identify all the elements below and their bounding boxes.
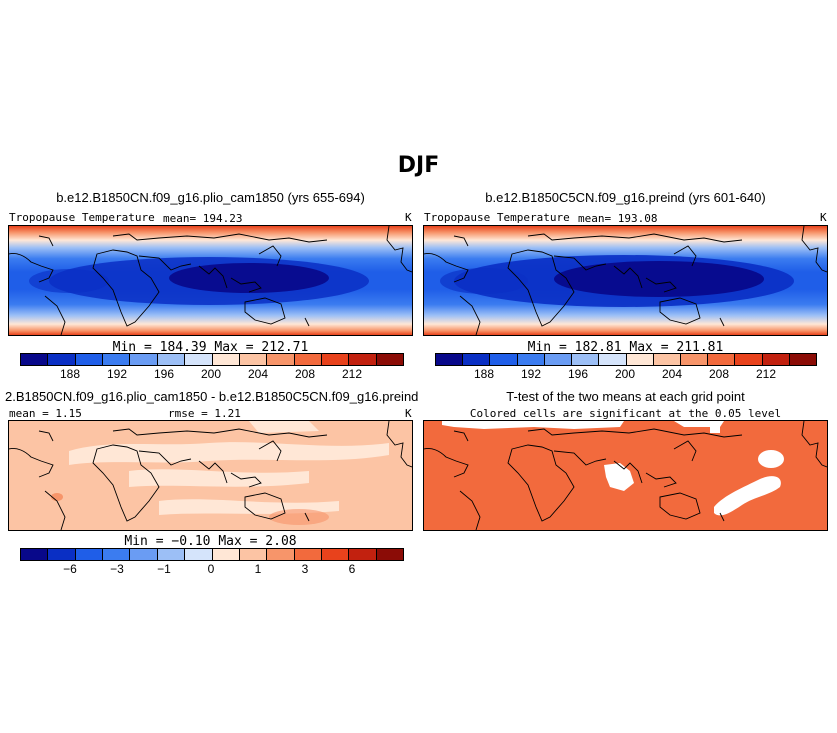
rmse-label-bottom-left: rmse = 1.21 [168,407,241,420]
colorbar-swatch [762,354,790,365]
colorbar-tick-label: 6 [348,562,356,576]
colorbar-swatch [735,354,763,365]
colorbar-tick-label: 3 [301,562,309,576]
colorbar-swatch [103,549,131,560]
colorbar-swatch [239,549,268,560]
colorbar-tick-label: −3 [110,562,124,576]
variable-label-top-left: Tropopause Temperature [9,211,155,224]
colorbar-swatch [599,354,627,365]
colorbar-swatch [376,549,404,560]
colorbar-tick-label: 212 [755,367,777,381]
colorbar-swatch [21,549,49,560]
colorbar-swatch [626,354,654,365]
map-top-right [423,225,828,336]
mean-label-top-left: mean= 194.23 [163,212,243,225]
colorbar-swatch [185,549,213,560]
colorbar-swatch [517,354,545,365]
colorbar-swatch [349,549,377,560]
colorbar-swatch [376,354,404,365]
colorbar-swatch [130,549,158,560]
minmax-label-top-left: Min = 184.39 Max = 212.71 [112,340,309,355]
colorbar-swatch [48,549,76,560]
colorbar-swatch [572,354,600,365]
colorbar-tick-label: 196 [153,367,175,381]
minmax-label-bottom-left: Min = −0.10 Max = 2.08 [124,534,297,549]
colorbar-top-right [435,353,817,366]
panel-title-top-left: b.e12.B1850CN.f09_g16.plio_cam1850 (yrs … [56,190,365,205]
colorbar-tick-label: 1 [254,562,262,576]
colorbar-swatch [75,354,104,365]
map-top-left [8,225,413,336]
colorbar-swatch [21,354,49,365]
colorbar-swatch [436,354,464,365]
colorbar-tick-label: 208 [294,367,316,381]
mean-label-top-right: mean= 193.08 [578,212,658,225]
colorbar-swatch [349,354,377,365]
colorbar-swatch [212,549,240,560]
colorbar-swatch [185,354,213,365]
colorbar-swatch [708,354,736,365]
colorbar-swatch [130,354,158,365]
colorbar-tick-label: −1 [157,562,171,576]
colorbar-swatch [294,549,322,560]
colorbar-tick-label: 192 [520,367,542,381]
colorbar-tick-label: 192 [106,367,128,381]
units-label-bottom-left: K [405,407,412,420]
colorbar-swatch [653,354,681,365]
colorbar-swatch [294,354,322,365]
colorbar-swatch [544,354,573,365]
minmax-label-top-right: Min = 182.81 Max = 211.81 [527,340,724,355]
map-bottom-left [8,420,413,531]
colorbar-tick-label: 200 [614,367,636,381]
colorbar-swatch [212,354,240,365]
colorbar-top-left [20,353,404,366]
panel-title-top-right: b.e12.B1850C5CN.f09_g16.preind (yrs 601-… [485,190,766,205]
colorbar-swatch [267,354,295,365]
colorbar-tick-label: −6 [63,562,77,576]
colorbar-swatch [267,549,295,560]
units-label-top-right: K [820,211,827,224]
colorbar-swatch [321,354,350,365]
colorbar-tick-label: 0 [207,562,215,576]
panel-title-bottom-left: 2.B1850CN.f09_g16.plio_cam1850 - b.e12.B… [5,389,419,404]
colorbar-tick-label: 208 [708,367,730,381]
colorbar-swatch [680,354,709,365]
colorbar-tick-label: 196 [567,367,589,381]
colorbar-tick-label: 200 [200,367,222,381]
colorbar-swatch [490,354,518,365]
units-label-top-left: K [405,211,412,224]
colorbar-swatch [789,354,817,365]
panel-subtitle-bottom-right: Colored cells are significant at the 0.0… [469,407,782,420]
colorbar-bottom-left [20,548,404,561]
figure-title: DJF [397,153,440,178]
map-bottom-right [423,420,828,531]
panel-title-bottom-right: T-test of the two means at each grid poi… [506,389,745,404]
colorbar-tick-label: 212 [341,367,363,381]
colorbar-swatch [157,549,186,560]
colorbar-swatch [48,354,76,365]
colorbar-swatch [239,354,268,365]
colorbar-tick-label: 188 [473,367,495,381]
variable-label-top-right: Tropopause Temperature [424,211,570,224]
colorbar-tick-label: 204 [661,367,683,381]
colorbar-swatch [463,354,491,365]
colorbar-tick-label: 204 [247,367,269,381]
colorbar-swatch [321,549,350,560]
colorbar-swatch [157,354,186,365]
mean-label-bottom-left: mean = 1.15 [9,407,82,420]
colorbar-tick-label: 188 [59,367,81,381]
colorbar-swatch [75,549,104,560]
colorbar-swatch [103,354,131,365]
